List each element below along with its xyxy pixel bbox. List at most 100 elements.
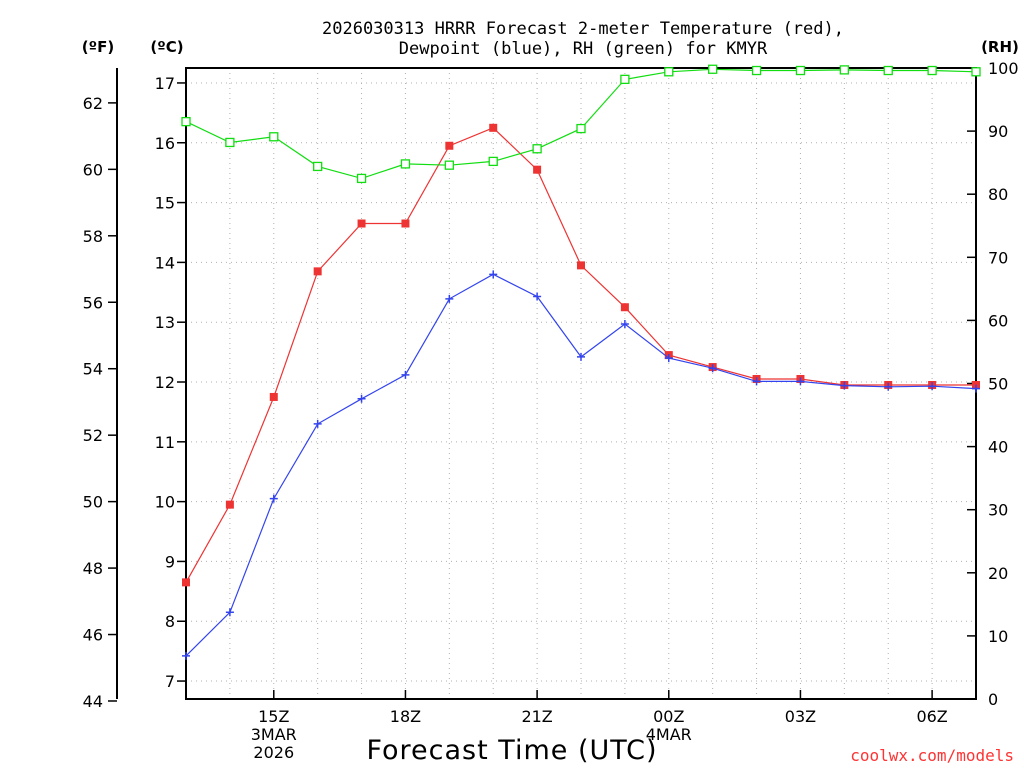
rh-point xyxy=(708,64,718,74)
dewpoint-point xyxy=(533,292,542,301)
rh-point xyxy=(181,116,191,127)
temperature-point xyxy=(620,303,629,312)
rh-point xyxy=(225,137,235,148)
rh-point xyxy=(971,67,981,77)
data-series xyxy=(181,64,981,660)
temperature-point xyxy=(182,578,190,587)
temperature-point xyxy=(269,392,278,401)
fahrenheit-tick-label: 54 xyxy=(83,360,103,379)
x-tick-label: 06Z xyxy=(916,707,947,726)
fahrenheit-tick-label: 52 xyxy=(83,426,103,445)
rh-point xyxy=(400,159,411,169)
x-tick-label: 18Z xyxy=(390,707,421,726)
rh-point xyxy=(488,156,498,167)
rh-point xyxy=(927,65,937,76)
x-tick-label: 15Z xyxy=(258,707,289,726)
dewpoint-point xyxy=(708,364,717,373)
x-tick-label: 03Z xyxy=(785,707,816,726)
dewpoint-point xyxy=(269,494,278,503)
dewpoint-point xyxy=(664,354,673,363)
temperature-point xyxy=(357,219,366,228)
rh-point xyxy=(620,74,630,85)
celsius-tick-label: 8 xyxy=(165,612,175,631)
fahrenheit-tick-label: 48 xyxy=(83,559,103,578)
rh-point xyxy=(313,161,323,172)
fahrenheit-unit-label: (ºF) xyxy=(82,38,114,56)
dewpoint-point xyxy=(928,382,937,391)
rh-point xyxy=(444,160,454,170)
celsius-tick-label: 10 xyxy=(155,493,175,512)
rh-tick-label: 90 xyxy=(988,122,1008,141)
rh-point xyxy=(664,67,674,77)
temperature-point xyxy=(225,500,234,509)
rh-tick-label: 100 xyxy=(988,59,1019,78)
celsius-tick-label: 16 xyxy=(155,134,175,153)
dewpoint-point xyxy=(972,384,980,393)
rh-point xyxy=(356,173,367,184)
rh-point xyxy=(269,132,279,142)
x-tick-label: 4MAR xyxy=(646,725,692,744)
celsius-tick-label: 12 xyxy=(155,373,175,392)
dewpoint-point xyxy=(357,394,366,403)
celsius-tick-label: 9 xyxy=(165,552,175,571)
dewpoint-point xyxy=(884,382,893,391)
source-credit: coolwx.com/models xyxy=(850,746,1014,765)
x-tick-label: 3MAR xyxy=(251,725,297,744)
dewpoint-point xyxy=(620,319,629,328)
dewpoint-point xyxy=(313,419,322,428)
dewpoint-point xyxy=(489,270,498,279)
celsius-unit-label: (ºC) xyxy=(150,38,183,56)
dewpoint-point xyxy=(225,608,234,617)
fahrenheit-tick-label: 58 xyxy=(83,227,103,246)
temperature-point xyxy=(401,219,410,228)
dewpoint-point xyxy=(401,370,410,379)
rh-point xyxy=(883,65,893,76)
dewpoint-point xyxy=(445,294,454,303)
temperature-point xyxy=(489,123,498,132)
rh-point xyxy=(751,65,762,76)
rh-tick-label: 10 xyxy=(988,627,1008,646)
fahrenheit-tick-label: 50 xyxy=(83,493,103,512)
rh-tick-label: 70 xyxy=(988,248,1008,267)
temperature-point xyxy=(533,165,542,174)
celsius-tick-label: 17 xyxy=(155,74,175,93)
fahrenheit-tick-label: 56 xyxy=(83,293,103,312)
temperature-point xyxy=(445,141,454,150)
fahrenheit-tick-label: 44 xyxy=(83,692,103,711)
rh-tick-label: 20 xyxy=(988,564,1008,583)
celsius-tick-label: 7 xyxy=(165,672,175,691)
celsius-tick-label: 14 xyxy=(155,253,175,272)
celsius-tick-label: 15 xyxy=(155,194,175,213)
rh-tick-label: 50 xyxy=(988,375,1008,394)
rh-point xyxy=(839,65,849,75)
tick-labels: 7 8 9 10 11 12 13 14 15 16 17 44 46 48 50 52 54 56 58 60 62 0… xyxy=(83,59,1019,762)
x-tick-label: 21Z xyxy=(521,707,552,726)
grid-lines xyxy=(185,68,977,699)
rh-point xyxy=(795,65,806,76)
celsius-tick-label: 13 xyxy=(155,313,175,332)
fahrenheit-tick-label: 46 xyxy=(83,626,103,645)
x-axis-label: Forecast Time (UTC) xyxy=(366,735,657,766)
rh-tick-label: 30 xyxy=(988,501,1008,520)
rh-point xyxy=(576,123,586,134)
dewpoint-point xyxy=(577,352,585,361)
rh-tick-label: 40 xyxy=(988,438,1008,457)
dewpoint-point xyxy=(796,377,805,386)
celsius-tick-label: 11 xyxy=(155,433,175,452)
rh-tick-label: 0 xyxy=(988,690,998,709)
chart-title-line-1: 2026030313 HRRR Forecast 2-meter Tempera… xyxy=(322,19,844,39)
temperature-point xyxy=(577,261,585,270)
fahrenheit-tick-label: 60 xyxy=(83,160,103,179)
rh-point xyxy=(532,144,542,154)
dewpoint-point xyxy=(752,377,761,386)
dewpoint-point xyxy=(182,651,190,660)
x-tick-label: 00Z xyxy=(653,707,684,726)
rh-tick-label: 60 xyxy=(988,311,1008,330)
dewpoint-point xyxy=(840,381,849,390)
rh-unit-label: (RH) xyxy=(981,38,1019,56)
x-tick-label: 2026 xyxy=(253,743,294,762)
rh-tick-label: 80 xyxy=(988,185,1008,204)
chart-title-line-2: Dewpoint (blue), RH (green) for KMYR xyxy=(399,39,768,59)
temperature-point xyxy=(313,267,322,276)
